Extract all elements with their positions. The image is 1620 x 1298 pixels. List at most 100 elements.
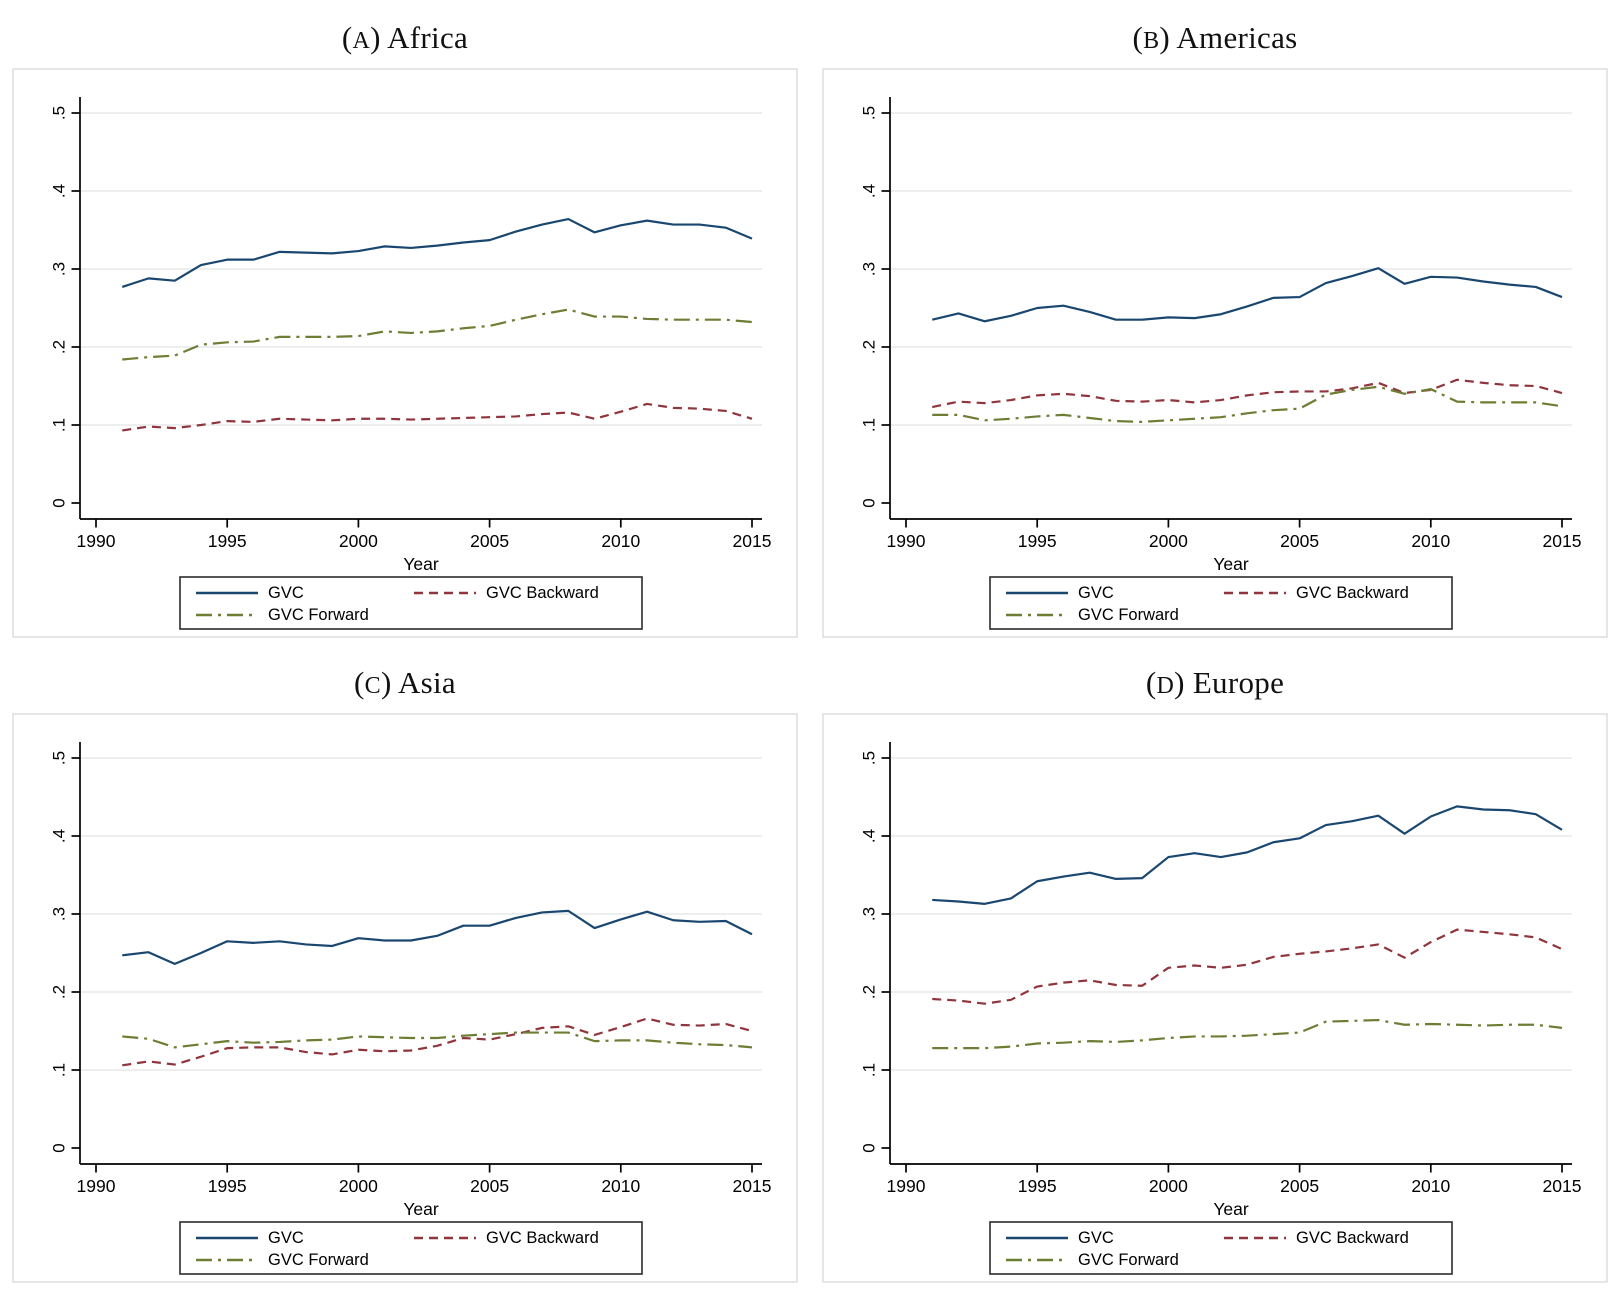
x-tick-label: 2010 — [601, 1176, 640, 1196]
x-axis-ticks: 1990 1995 2000 2005 2010 2015 — [887, 519, 1582, 551]
x-tick-label: 2010 — [1411, 531, 1450, 551]
panel-letter: B — [1132, 28, 1176, 54]
panel-region: Europe — [1192, 665, 1285, 700]
y-tick-label: .4 — [50, 829, 69, 843]
x-tick-label: 2015 — [733, 1176, 772, 1196]
series-line-gvc-forward — [932, 1018, 1563, 1050]
x-tick-label: 2005 — [1280, 531, 1319, 551]
legend-label: GVC — [268, 1229, 304, 1247]
y-tick-label: 0 — [50, 498, 69, 507]
series-line-gvc-backward — [122, 402, 753, 432]
legend-label: GVC Backward — [486, 1229, 599, 1247]
x-axis-ticks: 1990 1995 2000 2005 2010 2015 — [77, 1164, 772, 1196]
y-axis-ticks: 0 .1 .2 .3 .4 .5 — [50, 106, 80, 508]
y-tick-label: 0 — [860, 1143, 879, 1152]
y-tick-label: 0 — [50, 1143, 69, 1152]
series-line-gvc-forward — [932, 385, 1563, 423]
x-tick-label: 2015 — [733, 531, 772, 551]
gridlines — [891, 112, 1572, 426]
graph-region-border — [12, 713, 798, 1283]
graph-region-border — [822, 68, 1608, 638]
legend-label: GVC — [1078, 1229, 1114, 1247]
legend-label: GVC Backward — [486, 584, 599, 602]
legend: GVC GVC Backward GVC Forward — [179, 576, 643, 630]
y-tick-label: .5 — [860, 106, 879, 120]
panel-letter: C — [354, 673, 398, 699]
panel-title-americas: BAmericas — [1132, 20, 1297, 59]
legend-box — [989, 576, 1453, 630]
x-tick-label: 1995 — [208, 1176, 247, 1196]
x-tick-label: 1990 — [887, 531, 926, 551]
y-axis-ticks: 0 .1 .2 .3 .4 .5 — [860, 106, 890, 508]
x-tick-label: 2005 — [470, 531, 509, 551]
y-tick-label: .4 — [860, 184, 879, 198]
x-axis-title: Year — [1213, 1199, 1249, 1219]
y-axis-ticks: 0 .1 .2 .3 .4 .5 — [50, 751, 80, 1153]
legend-box — [989, 1221, 1453, 1275]
x-tick-label: 1995 — [1018, 531, 1057, 551]
legend-label: GVC Forward — [268, 1251, 369, 1269]
series-line-gvc-forward — [122, 308, 753, 361]
x-tick-label: 2010 — [1411, 1176, 1450, 1196]
y-tick-label: .3 — [860, 262, 879, 276]
y-tick-label: .5 — [50, 106, 69, 120]
legend-label: GVC Forward — [1078, 606, 1179, 624]
y-tick-label: .4 — [50, 184, 69, 198]
x-tick-label: 2010 — [601, 531, 640, 551]
panel-a-africa: AAfrica 0 .1 .2 .3 .4 .5 1990 1995 2000 2005 2010 2… — [10, 4, 800, 641]
x-tick-label: 2000 — [1149, 1176, 1188, 1196]
series-line-gvc — [931, 267, 1563, 323]
y-tick-label: .4 — [860, 829, 879, 843]
graph-region-border — [822, 713, 1608, 1283]
x-tick-label: 1990 — [887, 1176, 926, 1196]
panel-region: Asia — [397, 665, 456, 700]
panel-region: Americas — [1176, 20, 1298, 55]
legend: GVC GVC Backward GVC Forward — [179, 1221, 643, 1275]
x-tick-label: 2005 — [1280, 1176, 1319, 1196]
y-tick-label: .2 — [860, 340, 879, 354]
panel-title-europe: DEurope — [1146, 665, 1284, 704]
x-tick-label: 2015 — [1543, 1176, 1582, 1196]
x-tick-label: 2000 — [339, 1176, 378, 1196]
series-line-gvc — [932, 805, 1563, 905]
graph-region-border — [12, 68, 798, 638]
panel-title-africa: AAfrica — [342, 20, 468, 59]
x-axis-title: Year — [1213, 554, 1249, 574]
legend: GVC GVC Backward GVC Forward — [989, 1221, 1453, 1275]
x-tick-label: 1990 — [77, 1176, 116, 1196]
y-tick-label: .1 — [50, 418, 69, 432]
x-axis-title: Year — [403, 554, 439, 574]
y-tick-label: .5 — [860, 751, 879, 765]
y-tick-label: .2 — [50, 340, 69, 354]
x-tick-label: 2015 — [1543, 531, 1582, 551]
series-line-gvc-backward — [932, 378, 1563, 409]
y-tick-label: .1 — [50, 1063, 69, 1077]
y-tick-label: 0 — [860, 498, 879, 507]
x-axis-title: Year — [403, 1199, 439, 1219]
legend: GVC GVC Backward GVC Forward — [989, 576, 1453, 630]
series-line-gvc-backward — [122, 1017, 753, 1067]
legend-label: GVC Forward — [268, 606, 369, 624]
y-tick-label: .5 — [50, 751, 69, 765]
y-tick-label: .3 — [50, 907, 69, 921]
panel-letter: D — [1146, 673, 1193, 699]
panel-region: Africa — [387, 20, 469, 55]
y-axis-ticks: 0 .1 .2 .3 .4 .5 — [860, 751, 890, 1153]
series-line-gvc-backward — [932, 928, 1563, 1005]
y-tick-label: .2 — [50, 985, 69, 999]
gridlines — [81, 757, 762, 1071]
x-tick-label: 1995 — [1018, 1176, 1057, 1196]
y-tick-label: .2 — [860, 985, 879, 999]
x-tick-label: 1995 — [208, 531, 247, 551]
panel-title-asia: CAsia — [354, 665, 456, 704]
series-line-gvc — [122, 909, 753, 966]
legend-box — [179, 576, 643, 630]
legend-label: GVC Backward — [1296, 584, 1409, 602]
panel-b-americas: BAmericas 0 .1 .2 .3 .4 .5 1990 1995 2000 2005 201… — [820, 4, 1610, 641]
legend-box — [179, 1221, 643, 1275]
y-tick-label: .3 — [50, 262, 69, 276]
